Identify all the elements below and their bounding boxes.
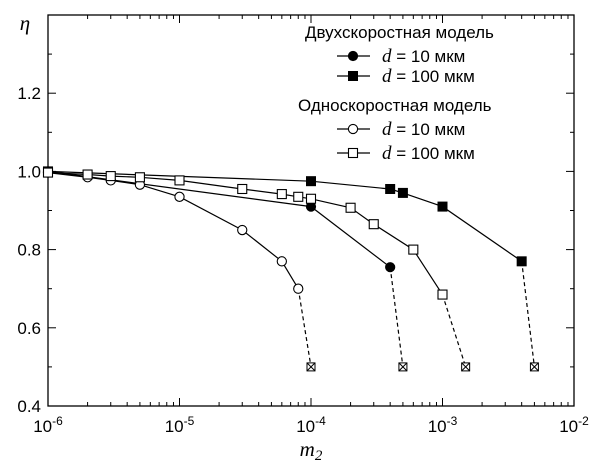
series-4-point — [174, 175, 185, 186]
x-tick-label: 10-2 — [559, 414, 589, 436]
legend-group1-title: Двухскоростная модель — [305, 23, 494, 42]
series-line-2 — [47, 170, 523, 262]
axis-ticks — [47, 14, 574, 407]
x-axis-title: m2 — [300, 437, 323, 460]
end-point-marker — [306, 362, 316, 372]
end-point-marker — [398, 362, 408, 372]
x-tick-label: 10-5 — [165, 414, 195, 436]
x-tick-label: 10-3 — [428, 414, 458, 436]
series-4-point — [305, 193, 317, 204]
axis-tick-labels: 10-6 10-5 10-4 10-3 10-2 0.4 0.6 0.8 1.0 1.2 — [17, 84, 589, 436]
legend-label-3: d = 10 мкм — [382, 119, 465, 140]
series-1-point — [385, 262, 396, 273]
legend: Двухскоростная модель Односкоростная мод… — [298, 23, 494, 164]
end-point-marker — [461, 362, 471, 372]
series-markers — [42, 166, 539, 372]
series-2-point — [397, 187, 408, 198]
series-lines — [47, 170, 535, 368]
series-2-point — [516, 256, 527, 267]
series-4-point — [408, 244, 419, 255]
series-2-point — [385, 183, 396, 194]
end-point-marker — [529, 362, 539, 372]
y-tick-label: 0.8 — [17, 241, 41, 260]
series-3-point — [237, 224, 248, 236]
series-3-point — [293, 283, 304, 294]
series-4-point — [105, 171, 116, 182]
crossed-square-diagonal — [530, 362, 539, 372]
x-axis-title-subscript: 2 — [315, 448, 323, 460]
x-tick-label: 10-4 — [296, 414, 326, 436]
series-4-point — [345, 202, 356, 213]
series-4-point — [276, 189, 287, 200]
series-4-point — [82, 169, 93, 180]
y-tick-label: 0.6 — [17, 319, 41, 338]
legend-group2-title: Односкоростная модель — [298, 96, 492, 115]
series-3-point — [276, 256, 287, 267]
series-2-point — [437, 201, 448, 212]
series-dashed-line-2 — [521, 261, 535, 367]
series-4-point — [293, 191, 304, 202]
series-4-point — [437, 289, 448, 300]
series-dashed-line-3 — [297, 288, 312, 367]
series-3-point — [174, 191, 185, 202]
series-4-point — [368, 219, 379, 230]
crossed-square-diagonal — [398, 362, 408, 372]
x-tick-label: 10-6 — [33, 414, 63, 436]
legend-marker-1 — [347, 50, 359, 62]
y-tick-label: 1.0 — [17, 162, 41, 181]
legend-marker-2 — [348, 71, 358, 81]
legend-label-1: d = 10 мкм — [382, 46, 465, 67]
series-4-point — [134, 172, 145, 183]
series-line-3 — [47, 172, 299, 290]
series-4-point — [237, 183, 248, 195]
y-tick-label: 1.2 — [17, 84, 41, 103]
series-4-point — [42, 167, 54, 178]
y-axis-title: η — [20, 11, 30, 35]
legend-marker-3 — [347, 123, 359, 135]
legend-marker-4 — [347, 147, 359, 159]
y-tick-label: 0.4 — [17, 397, 41, 416]
series-dashed-line-4 — [441, 294, 467, 368]
legend-label-4: d = 100 мкм — [382, 143, 475, 164]
legend-label-2: d = 100 мкм — [382, 66, 475, 87]
series-dashed-line-1 — [389, 267, 404, 367]
crossed-square-diagonal — [306, 362, 316, 372]
crossed-square-diagonal — [461, 362, 471, 372]
series-2-point — [306, 176, 316, 187]
